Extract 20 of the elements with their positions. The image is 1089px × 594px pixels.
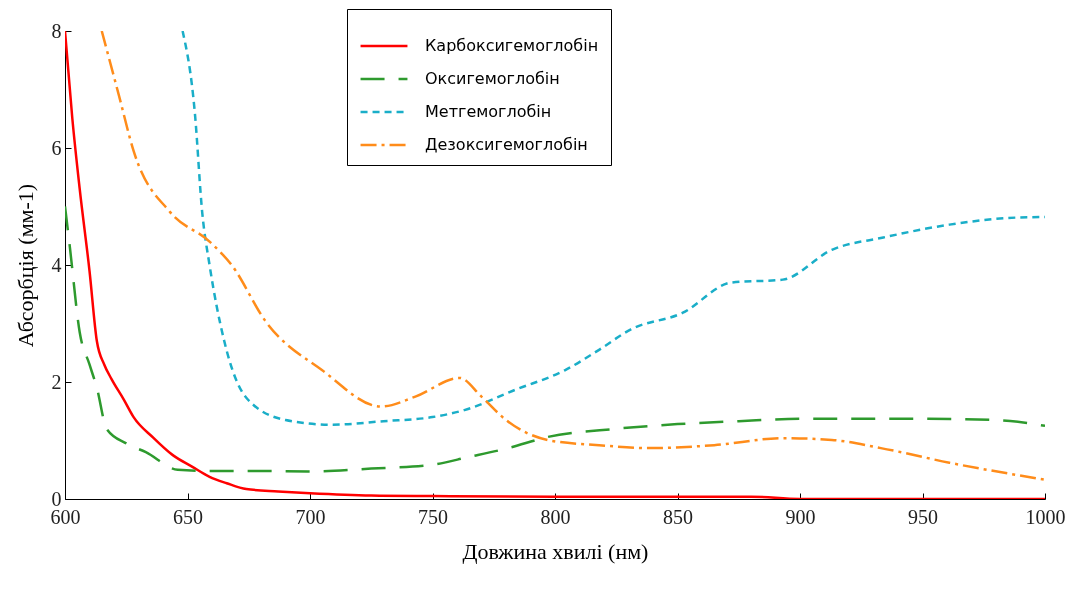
legend-label: Оксигемоглобін — [425, 69, 560, 88]
x-tick-label: 950 — [908, 505, 938, 528]
legend-label: Карбоксигемоглобін — [425, 36, 599, 55]
y-tick-label: 6 — [51, 136, 62, 159]
y-tick-label: 8 — [51, 19, 62, 42]
x-tick-label: 900 — [785, 505, 816, 528]
legend-label: Дезоксигемоглобін — [425, 135, 588, 154]
x-tick-label: 700 — [295, 505, 326, 528]
line-series — [65, 205, 1045, 473]
legend-label: Метгемоглобін — [425, 102, 552, 121]
x-tick-label: 800 — [540, 505, 571, 528]
x-tick-label: 650 — [173, 505, 203, 528]
y-tick-label: 2 — [51, 370, 62, 393]
x-tick-label: 750 — [418, 505, 448, 528]
y-tick-label: 4 — [51, 253, 62, 276]
line-series — [181, 31, 1045, 426]
x-tick-label: 850 — [663, 505, 693, 528]
y-axis-title: Абсорбція (мм-1) — [12, 183, 38, 348]
x-axis-title: Довжина хвилі (нм) — [462, 538, 649, 564]
x-tick-label: 1000 — [1025, 505, 1066, 528]
